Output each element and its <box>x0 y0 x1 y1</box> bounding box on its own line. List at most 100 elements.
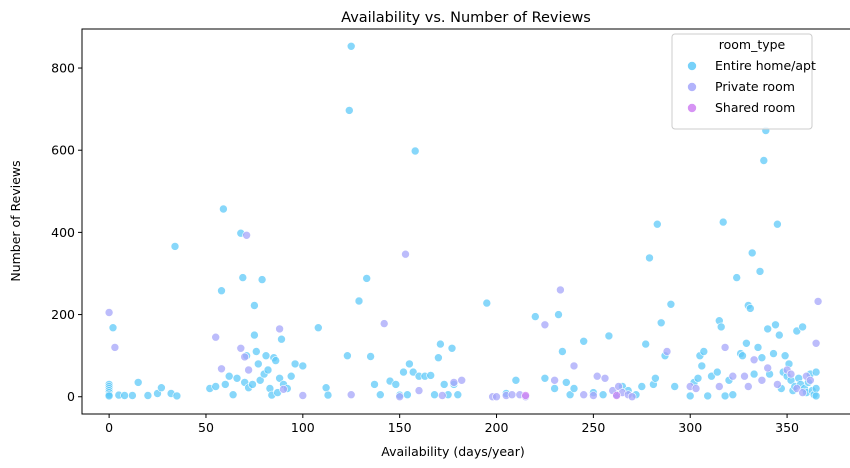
data-point <box>244 365 253 375</box>
data-point <box>645 253 654 263</box>
legend-box <box>671 33 813 130</box>
data-point <box>346 41 356 51</box>
data-point <box>743 382 753 391</box>
data-point <box>290 359 300 369</box>
data-point <box>277 334 286 344</box>
data-point <box>614 382 623 391</box>
x-tick-label: 0 <box>105 420 113 435</box>
data-point <box>612 391 621 400</box>
y-axis-label: Number of Reviews <box>8 160 23 281</box>
data-point <box>447 343 457 353</box>
data-point <box>641 339 651 349</box>
x-tick-label: 250 <box>581 420 605 435</box>
data-point <box>662 347 672 356</box>
data-point <box>813 297 823 306</box>
data-point <box>811 391 821 401</box>
data-point <box>172 391 182 401</box>
data-point <box>221 380 230 389</box>
data-point <box>773 380 782 389</box>
data-point <box>598 390 608 400</box>
data-point <box>579 390 589 400</box>
data-point <box>747 248 757 258</box>
data-point <box>437 391 447 400</box>
data-point <box>286 371 296 381</box>
data-point <box>651 373 660 383</box>
data-point <box>217 364 226 374</box>
data-point <box>703 391 713 401</box>
data-point <box>569 361 579 371</box>
data-point <box>511 375 521 385</box>
legend-marker <box>687 61 697 71</box>
data-point <box>652 219 662 229</box>
data-point <box>691 384 701 393</box>
data-point <box>579 336 589 346</box>
data-point <box>773 219 782 229</box>
data-point <box>366 352 375 361</box>
data-point <box>219 204 228 214</box>
data-point <box>405 359 414 369</box>
data-point <box>120 391 129 400</box>
data-point <box>170 242 180 251</box>
data-point <box>457 375 467 385</box>
data-point <box>798 322 807 332</box>
data-point <box>143 391 153 400</box>
data-point <box>558 347 567 356</box>
x-tick-label: 200 <box>485 420 509 435</box>
data-point <box>745 304 755 313</box>
data-point <box>343 351 352 361</box>
data-point <box>439 380 449 389</box>
data-point <box>749 369 759 379</box>
data-point <box>707 371 716 381</box>
data-point <box>408 367 418 377</box>
data-point <box>718 217 728 227</box>
y-tick-label: 600 <box>51 143 75 158</box>
data-point <box>110 343 120 352</box>
data-point <box>811 367 821 377</box>
data-point <box>780 351 790 361</box>
data-point <box>712 367 722 377</box>
data-point <box>716 322 726 332</box>
data-point <box>592 371 602 381</box>
data-point <box>769 349 778 358</box>
data-point <box>720 343 730 352</box>
data-point <box>248 380 257 389</box>
data-point <box>157 383 166 393</box>
data-point <box>449 378 459 387</box>
data-point <box>251 347 261 356</box>
y-tick-label: 400 <box>51 225 75 240</box>
data-point <box>410 146 420 156</box>
data-point <box>811 338 821 348</box>
data-point <box>569 384 579 393</box>
data-point <box>391 380 401 389</box>
data-point <box>133 378 143 387</box>
data-point <box>255 375 265 385</box>
data-point <box>253 359 263 369</box>
data-point <box>453 390 463 400</box>
data-point <box>104 391 114 401</box>
data-point <box>250 330 259 340</box>
data-point <box>128 391 137 400</box>
x-tick-label: 300 <box>678 420 702 435</box>
data-point <box>753 343 763 352</box>
data-point <box>211 332 220 342</box>
data-point <box>627 392 637 402</box>
data-point <box>211 382 220 391</box>
data-point <box>257 275 267 284</box>
data-point <box>540 320 550 330</box>
legend-entry: Entire home/apt <box>715 58 816 73</box>
x-tick-label: 100 <box>291 420 315 435</box>
data-point <box>763 363 773 373</box>
data-point <box>261 351 271 361</box>
data-point <box>749 355 759 365</box>
data-point <box>430 390 439 400</box>
data-point <box>250 301 259 310</box>
data-point <box>224 371 234 381</box>
y-tick-label: 800 <box>51 61 75 76</box>
data-point <box>738 351 747 361</box>
data-point <box>732 273 742 282</box>
data-point <box>375 390 385 400</box>
data-point <box>275 373 284 383</box>
data-point <box>728 390 738 400</box>
data-point <box>344 106 354 115</box>
data-point <box>275 324 284 334</box>
